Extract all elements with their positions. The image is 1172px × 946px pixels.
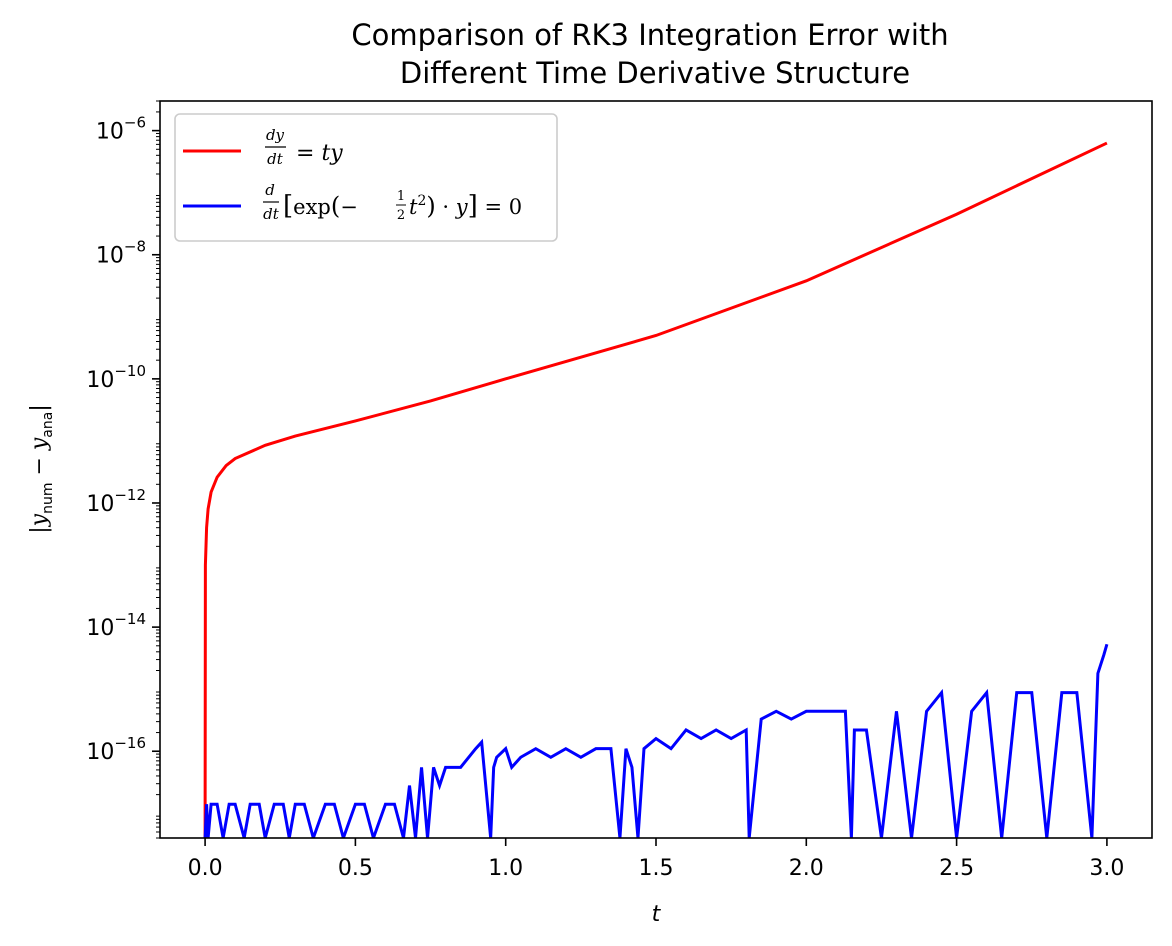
x-tick-label: 0.5	[338, 856, 373, 881]
x-tick-label: 3.0	[1089, 856, 1124, 881]
chart-title-line-2: Different Time Derivative Structure	[400, 56, 910, 90]
x-tick-label: 2.5	[939, 856, 974, 881]
x-axis-ticks: 0.0 0.5 1.0 1.5 2.0 2.5 3.0	[188, 838, 1124, 881]
x-axis-label: t	[652, 902, 662, 927]
legend-eq-ty: = ty	[296, 141, 343, 166]
legend-entry-dy-dt-ty: dy dt = ty	[265, 126, 343, 168]
legend-d: d	[265, 181, 275, 199]
y-tick-label: 10−12	[86, 486, 146, 517]
legend-dt-1: dt	[267, 150, 284, 168]
y-tick-label: 10−8	[96, 238, 146, 269]
y-tick-label: 10−16	[86, 734, 146, 765]
x-tick-label: 2.0	[789, 856, 824, 881]
y-axis-label: |ynum − yana|	[27, 404, 56, 534]
x-tick-label: 1.0	[488, 856, 523, 881]
series-line-dy-dt-ty	[203, 141, 1108, 838]
y-tick-label: 10−10	[86, 362, 146, 393]
legend-dy: dy	[266, 126, 285, 144]
chart-title-line-1: Comparison of RK3 Integration Error with	[351, 18, 948, 52]
x-tick-label: 0.0	[188, 856, 223, 881]
legend-exp-expression: [exp(−	[283, 191, 358, 221]
y-axis-ticks: 10−6 10−8 10−10 10−12 10−14 10−16	[86, 100, 160, 839]
y-tick-label: 10−6	[96, 114, 146, 145]
legend-dt-2: dt	[263, 205, 280, 223]
legend-half-num: 1	[397, 189, 405, 204]
legend: dy dt = ty d dt [exp(− 1 2 t2) · y] = 0	[174, 113, 558, 242]
legend-box	[174, 113, 558, 242]
x-tick-label: 1.5	[639, 856, 674, 881]
legend-entry-exp-derivative: d dt [exp(− 1 2 t2) · y] = 0	[263, 181, 522, 223]
legend-exp-tail: t2) · y] = 0	[409, 191, 522, 221]
series-line-exp-derivative	[203, 643, 1109, 838]
legend-half-den: 2	[397, 208, 405, 223]
y-tick-label: 10−14	[86, 610, 146, 641]
